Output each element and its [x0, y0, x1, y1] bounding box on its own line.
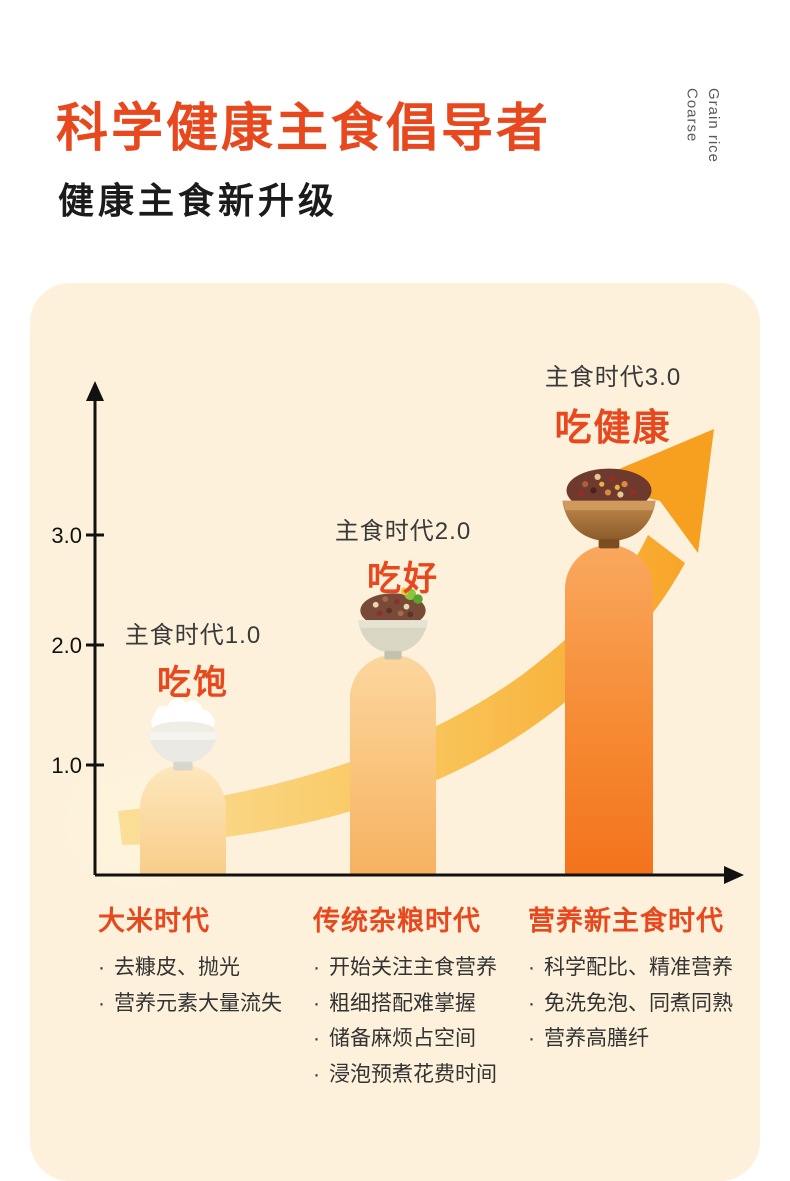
bullet-dot: ·: [528, 991, 535, 1015]
list-item: · 免洗免泡、同煮同熟: [528, 986, 753, 1022]
bar-era3: [565, 545, 653, 876]
era1-label: 主食时代1.0 吃饱: [78, 615, 308, 704]
bullet-text: 浸泡预煮花费时间: [329, 1063, 497, 1087]
bullet-dot: ·: [313, 1027, 320, 1051]
list-item: · 粗细搭配难掌握: [313, 986, 528, 1022]
column-traditional-grain-era-heading: 传统杂粮时代: [313, 906, 481, 936]
era3-title: 主食时代3.0: [544, 364, 682, 391]
bullet-text: 去糠皮、抛光: [114, 956, 240, 979]
era1-title: 主食时代1.0: [124, 622, 262, 649]
bullet-dot: ·: [98, 991, 105, 1015]
mixed-grain-bowl-icon: [358, 587, 428, 660]
era3-slogan: 吃健康: [554, 407, 672, 448]
era1-slogan: 吃饱: [157, 664, 229, 702]
bullet-dot: ·: [528, 956, 535, 979]
bullet-text: 储备麻烦占空间: [329, 1027, 476, 1051]
bullet-dot: ·: [313, 1063, 320, 1087]
list-item: · 储备麻烦占空间: [313, 1021, 528, 1057]
y-tick-label-2: 2.0: [51, 633, 82, 658]
y-tick-label-1: 1.0: [51, 753, 82, 778]
bullet-text: 科学配比、精准营养: [544, 956, 733, 979]
era2-label: 主食时代2.0 吃好: [288, 511, 518, 600]
bullet-text: 营养元素大量流失: [114, 991, 282, 1015]
column-rice-era-list: · 去糠皮、抛光 · 营养元素大量流失: [98, 950, 308, 1021]
chart-panel: 主食时代1.0 吃饱 主食时代2.0 吃好 主食时代3.0 吃健康 3.0 2.…: [30, 283, 760, 1181]
list-item: · 科学配比、精准营养: [528, 950, 753, 986]
bullet-dot: ·: [528, 1027, 535, 1051]
column-new-staple-era-heading: 营养新主食时代: [528, 906, 724, 936]
bar-era1: [140, 765, 226, 876]
bar-era2: [350, 655, 436, 876]
vertical-brand-line2: Grain rice: [705, 88, 722, 164]
column-rice-era: 大米时代 · 去糠皮、抛光 · 营养元素大量流失: [98, 899, 308, 1021]
era2-slogan: 吃好: [367, 560, 439, 598]
list-item: · 营养元素大量流失: [98, 986, 308, 1022]
column-rice-era-heading: 大米时代: [98, 906, 210, 936]
era3-label: 主食时代3.0 吃健康: [498, 357, 728, 451]
column-traditional-grain-era-list: · 开始关注主食营养 · 粗细搭配难掌握 · 储备麻烦占空间 · 浸泡预煮花费时间: [313, 950, 528, 1093]
era2-title: 主食时代2.0: [334, 518, 472, 545]
bullet-text: 开始关注主食营养: [329, 956, 497, 979]
column-new-staple-era-list: · 科学配比、精准营养 · 免洗免泡、同煮同熟 · 营养高膳纤: [528, 950, 753, 1057]
column-traditional-grain-era: 传统杂粮时代 · 开始关注主食营养 · 粗细搭配难掌握 · 储备麻烦占空间 · 浸泡预煮…: [313, 899, 528, 1093]
y-tick-label-3: 3.0: [51, 523, 82, 548]
rice-bowl-icon: [148, 698, 218, 771]
bullet-text: 免洗免泡、同煮同熟: [544, 991, 733, 1015]
column-new-staple-era: 营养新主食时代 · 科学配比、精准营养 · 免洗免泡、同煮同熟 · 营养高膳纤: [528, 899, 753, 1057]
bullet-dot: ·: [313, 991, 320, 1015]
bullet-dot: ·: [313, 956, 320, 979]
list-item: · 开始关注主食营养: [313, 950, 528, 986]
vertical-brand-label: Coarse Grain rice: [681, 88, 725, 198]
page-subtitle: 健康主食新升级: [58, 180, 339, 221]
list-item: · 去糠皮、抛光: [98, 950, 308, 986]
wooden-grain-bowl-icon: [562, 468, 656, 549]
bullet-dot: ·: [98, 956, 105, 979]
bullet-text: 营养高膳纤: [544, 1027, 649, 1051]
vertical-brand-line1: Coarse: [683, 88, 701, 143]
bullet-text: 粗细搭配难掌握: [329, 991, 476, 1015]
page-title: 科学健康主食倡导者: [56, 100, 552, 158]
list-item: · 营养高膳纤: [528, 1021, 753, 1057]
list-item: · 浸泡预煮花费时间: [313, 1057, 528, 1093]
